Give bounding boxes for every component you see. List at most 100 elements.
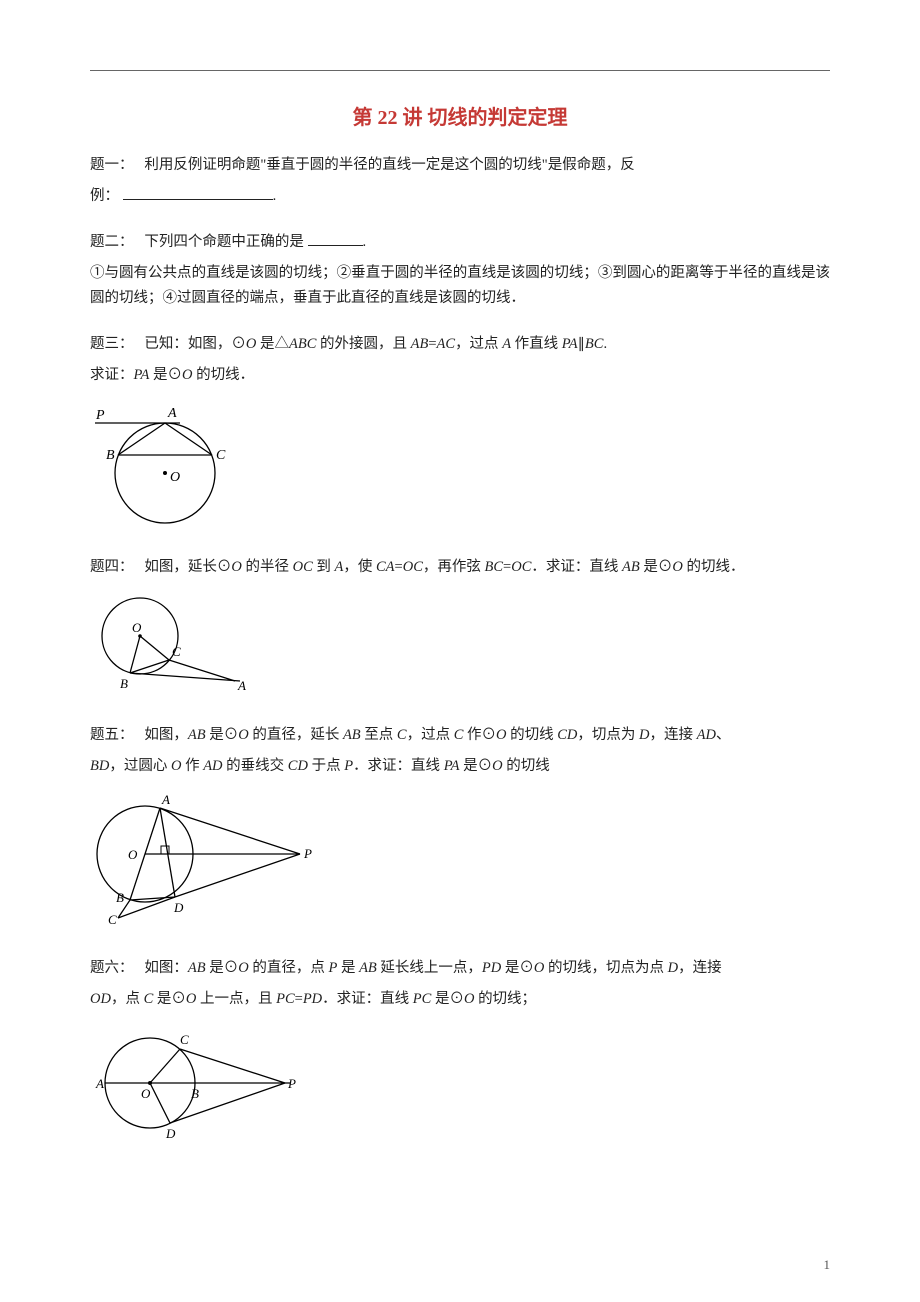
t: 的切线，切点为点 (544, 960, 667, 976)
lbl: C (216, 448, 226, 463)
t: 的切线． (683, 559, 745, 575)
question-6: 题六： 如图：AB 是⊙O 的直径，点 P 是 AB 延长线上一点，PD 是⊙O… (90, 956, 830, 1147)
q5-figure: A O P B C D (90, 784, 830, 934)
question-5: 题五： 如图，AB 是⊙O 的直径，延长 AB 至点 C，过点 C 作⊙O 的切… (90, 723, 830, 934)
t: 是⊙ (640, 559, 673, 575)
top-rule (90, 70, 830, 71)
t: BC (485, 559, 504, 575)
t: A (502, 336, 511, 352)
lbl: O (170, 470, 180, 485)
lbl: B (120, 676, 128, 691)
q5-line1: 题五： 如图，AB 是⊙O 的直径，延长 AB 至点 C，过点 C 作⊙O 的切… (90, 723, 830, 748)
q1-text-a: 利用反例证明命题"垂直于圆的半径的直线一定是这个圆的切线"是假命题，反 (144, 157, 634, 173)
t: 求证： (90, 367, 134, 383)
t: O (238, 727, 248, 743)
t: 于点 (308, 758, 344, 774)
q6-line1: 题六： 如图：AB 是⊙O 的直径，点 P 是 AB 延长线上一点，PD 是⊙O… (90, 956, 830, 981)
lbl: O (132, 620, 142, 635)
lbl: B (106, 448, 115, 463)
lbl: A (237, 678, 246, 693)
t: 是⊙ (206, 727, 239, 743)
page-title: 第 22 讲 切线的判定定理 (90, 101, 830, 135)
t: BD (90, 758, 109, 774)
page-number: 1 (824, 1254, 831, 1276)
q6-line2: OD，点 C 是⊙O 上一点，且 PC=PD．求证：直线 PC 是⊙O 的切线； (90, 987, 830, 1012)
t: ，连接 (650, 727, 697, 743)
t: O (492, 758, 502, 774)
t: 作 (181, 758, 203, 774)
lbl: P (303, 846, 312, 861)
lbl: O (141, 1086, 151, 1101)
t: ，过点 (455, 336, 502, 352)
t: AB (188, 960, 206, 976)
t: P (344, 758, 353, 774)
t: O (464, 991, 474, 1007)
lbl: D (173, 900, 184, 915)
lbl: P (95, 408, 105, 423)
q3-figure: P A B C O (90, 393, 830, 533)
t: 是 (337, 960, 359, 976)
t: AB (343, 727, 361, 743)
t: = (395, 559, 403, 575)
t: 的垂线交 (223, 758, 288, 774)
t: PC (276, 991, 295, 1007)
t: = (503, 559, 511, 575)
t: 的切线． (192, 367, 254, 383)
t: OC (293, 559, 313, 575)
t: AC (437, 336, 456, 352)
t: 的直径，点 (249, 960, 329, 976)
t: 是△ (256, 336, 289, 352)
q1-suffix: . (273, 188, 277, 204)
t: 是⊙ (431, 991, 464, 1007)
q1-text-b: 例： (90, 188, 119, 204)
lbl: A (95, 1076, 104, 1091)
q1-blank (123, 184, 273, 200)
t: AB (622, 559, 640, 575)
t: ．求证：直线 (322, 991, 413, 1007)
lbl: B (116, 890, 124, 905)
t: C (144, 991, 154, 1007)
t: AD (697, 727, 716, 743)
t: ，过圆心 (109, 758, 171, 774)
t: CA (376, 559, 395, 575)
t: . (603, 336, 607, 352)
lbl: D (165, 1126, 176, 1141)
q2-label: 题二： (90, 234, 134, 250)
t: O (534, 960, 544, 976)
t: 如图，延长⊙ (144, 559, 231, 575)
page: 第 22 讲 切线的判定定理 题一： 利用反例证明命题"垂直于圆的半径的直线一定… (0, 0, 920, 1302)
q6-label: 题六： (90, 960, 134, 976)
t: AD (203, 758, 222, 774)
lbl: A (161, 792, 170, 807)
q1-label: 题一： (90, 157, 134, 173)
t: PA (444, 758, 460, 774)
t: ，连接 (678, 960, 722, 976)
t: 的切线； (474, 991, 536, 1007)
t: 的切线 (507, 727, 558, 743)
question-2: 题二： 下列四个命题中正确的是 . ①与圆有公共点的直线是该圆的切线；②垂直于圆… (90, 230, 830, 310)
t: 如图， (144, 727, 188, 743)
t: CD (288, 758, 308, 774)
t: O (672, 559, 682, 575)
t: OC (511, 559, 531, 575)
q3-label: 题三： (90, 336, 134, 352)
t: O (171, 758, 181, 774)
t: ，使 (343, 559, 376, 575)
t: O (231, 559, 241, 575)
lbl: B (191, 1086, 199, 1101)
t: PD (482, 960, 501, 976)
t: 是⊙ (501, 960, 534, 976)
lbl: O (128, 847, 138, 862)
t: C (397, 727, 407, 743)
q4-label: 题四： (90, 559, 134, 575)
t: ，点 (111, 991, 144, 1007)
t: OD (90, 991, 111, 1007)
q1-line2: 例： . (90, 184, 830, 209)
t: 是⊙ (153, 991, 186, 1007)
t: O (246, 336, 256, 352)
t: 的外接圆，且 (316, 336, 410, 352)
t: 至点 (361, 727, 397, 743)
q4-line1: 题四： 如图，延长⊙O 的半径 OC 到 A，使 CA=OC，再作弦 BC=OC… (90, 555, 830, 580)
lbl: P (287, 1076, 296, 1091)
t: O (182, 367, 192, 383)
